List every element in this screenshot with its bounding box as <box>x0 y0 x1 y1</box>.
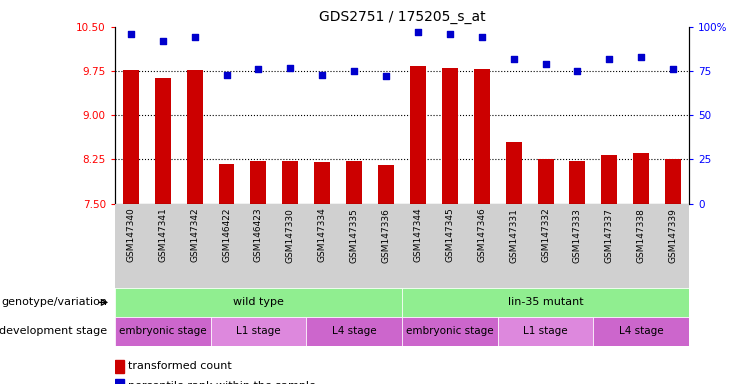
Bar <box>115 360 124 373</box>
Point <box>348 68 360 74</box>
Text: GSM147336: GSM147336 <box>382 208 391 263</box>
Point <box>571 68 583 74</box>
Text: GSM147339: GSM147339 <box>668 208 678 263</box>
Text: transformed count: transformed count <box>127 361 232 371</box>
Text: percentile rank within the sample: percentile rank within the sample <box>127 381 316 384</box>
Bar <box>402 204 434 288</box>
Bar <box>570 161 585 204</box>
Bar <box>594 204 625 288</box>
Bar <box>370 204 402 288</box>
Text: lin-35 mutant: lin-35 mutant <box>508 297 583 308</box>
Bar <box>115 204 147 288</box>
Bar <box>219 164 234 204</box>
Point <box>125 31 137 37</box>
Bar <box>346 161 362 204</box>
Point <box>539 61 551 67</box>
Point <box>189 35 201 41</box>
Bar <box>306 317 402 346</box>
Bar <box>115 288 402 317</box>
Bar <box>466 204 498 288</box>
Point <box>221 71 233 78</box>
Bar <box>434 204 466 288</box>
Point <box>476 35 488 41</box>
Bar <box>123 70 139 204</box>
Point <box>635 54 647 60</box>
Point <box>508 56 519 62</box>
Text: GSM147331: GSM147331 <box>509 208 518 263</box>
Bar <box>147 204 179 288</box>
Bar <box>314 162 330 204</box>
Bar <box>242 204 274 288</box>
Bar <box>115 379 124 384</box>
Bar <box>602 155 617 204</box>
Text: L4 stage: L4 stage <box>332 326 376 336</box>
Bar <box>594 317 689 346</box>
Text: GSM147333: GSM147333 <box>573 208 582 263</box>
Bar <box>402 288 689 317</box>
Bar <box>442 68 458 204</box>
Bar <box>210 204 242 288</box>
Text: GSM147341: GSM147341 <box>159 208 167 263</box>
Bar <box>505 142 522 204</box>
Text: GSM146423: GSM146423 <box>254 208 263 262</box>
Bar <box>657 204 689 288</box>
Text: wild type: wild type <box>233 297 284 308</box>
Bar <box>537 159 554 204</box>
Point <box>444 31 456 37</box>
Text: development stage: development stage <box>0 326 107 336</box>
Bar <box>625 204 657 288</box>
Point <box>157 38 169 44</box>
Bar <box>115 317 210 346</box>
Text: GSM147338: GSM147338 <box>637 208 645 263</box>
Text: GSM147335: GSM147335 <box>350 208 359 263</box>
Bar <box>179 204 210 288</box>
Bar <box>498 317 594 346</box>
Point <box>316 71 328 78</box>
Bar <box>410 66 426 204</box>
Text: L4 stage: L4 stage <box>619 326 664 336</box>
Text: GSM147337: GSM147337 <box>605 208 614 263</box>
Text: GSM146422: GSM146422 <box>222 208 231 262</box>
Point <box>412 29 424 35</box>
Text: L1 stage: L1 stage <box>236 326 281 336</box>
Bar <box>155 78 170 204</box>
Text: GSM147334: GSM147334 <box>318 208 327 263</box>
Text: GSM147346: GSM147346 <box>477 208 486 263</box>
Text: embryonic stage: embryonic stage <box>406 326 494 336</box>
Text: GSM147340: GSM147340 <box>126 208 136 263</box>
Text: GSM147345: GSM147345 <box>445 208 454 263</box>
Point <box>253 66 265 72</box>
Text: embryonic stage: embryonic stage <box>119 326 207 336</box>
Text: GSM147332: GSM147332 <box>541 208 550 263</box>
Bar <box>282 161 299 204</box>
Bar <box>274 204 306 288</box>
Bar <box>402 317 498 346</box>
Text: L1 stage: L1 stage <box>523 326 568 336</box>
Bar <box>530 204 562 288</box>
Bar <box>562 204 594 288</box>
Text: GSM147342: GSM147342 <box>190 208 199 262</box>
Bar <box>187 70 202 204</box>
Bar <box>306 204 338 288</box>
Text: GSM147330: GSM147330 <box>286 208 295 263</box>
Bar <box>210 317 306 346</box>
Title: GDS2751 / 175205_s_at: GDS2751 / 175205_s_at <box>319 10 485 25</box>
Bar <box>665 159 681 204</box>
Bar <box>338 204 370 288</box>
Point <box>285 65 296 71</box>
Point <box>667 66 679 72</box>
Text: GSM147344: GSM147344 <box>413 208 422 262</box>
Bar <box>634 154 649 204</box>
Point <box>603 56 615 62</box>
Text: genotype/variation: genotype/variation <box>1 297 107 308</box>
Bar <box>378 165 394 204</box>
Point <box>380 73 392 79</box>
Bar <box>473 69 490 204</box>
Bar <box>498 204 530 288</box>
Bar <box>250 161 267 204</box>
